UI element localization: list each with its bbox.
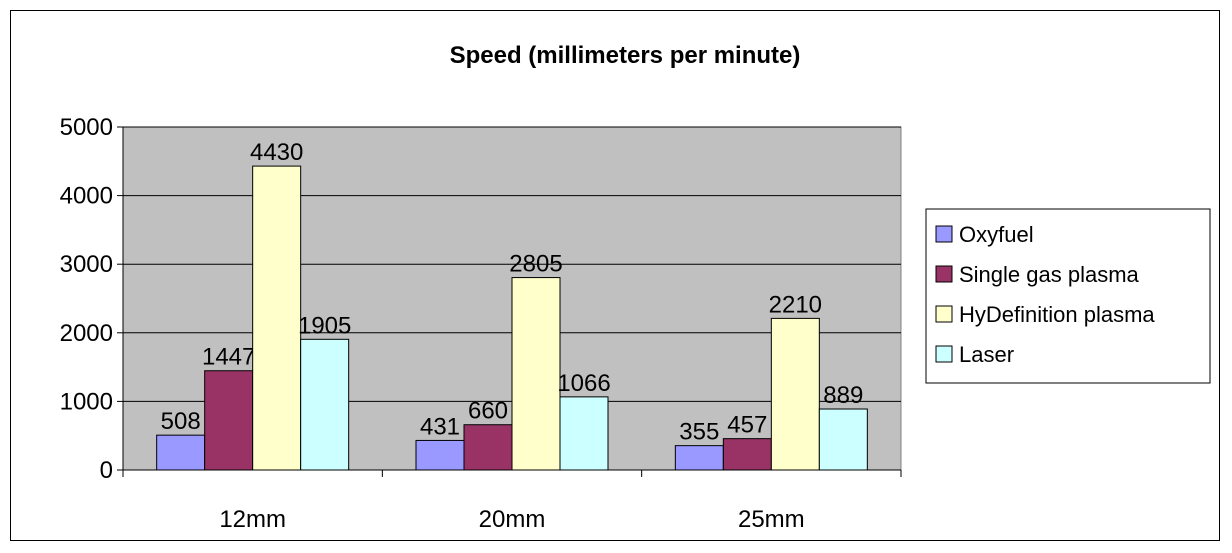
bar	[156, 434, 206, 471]
data-label: 2210	[769, 291, 822, 318]
legend: Oxyfuel Single gas plasma HyDefinition pla…	[925, 208, 1211, 384]
y-tick-label: 0	[100, 457, 113, 484]
bar	[674, 445, 724, 471]
bar	[559, 396, 609, 471]
legend-swatch	[935, 305, 953, 323]
legend-swatch	[935, 345, 953, 363]
bar	[252, 165, 302, 471]
bar	[300, 338, 350, 471]
bar	[415, 439, 465, 471]
y-tick-label: 2000	[60, 320, 113, 347]
y-tick-label: 5000	[60, 114, 113, 141]
legend-entry: Laser	[959, 342, 1014, 367]
legend-entry: Oxyfuel	[959, 222, 1034, 247]
legend-swatch	[935, 225, 953, 243]
x-tick-label: 12mm	[219, 506, 286, 533]
data-label: 889	[823, 382, 863, 409]
y-tick-label: 1000	[60, 388, 113, 415]
data-label: 431	[420, 413, 460, 440]
x-tick-label: 20mm	[479, 506, 546, 533]
legend-swatch	[935, 265, 953, 283]
data-label: 660	[468, 398, 508, 425]
x-tick-label: 25mm	[738, 506, 805, 533]
data-label: 4430	[250, 139, 303, 166]
legend-box	[925, 208, 1211, 384]
plot-area: 0 1000 2000 3000 4000 5000 508 1447 4430 1905 12mm…	[60, 114, 902, 533]
chart-frame: Speed (millimeters per minute) 0 1000 2000…	[10, 10, 1220, 541]
data-label: 1905	[298, 312, 351, 339]
bar	[463, 424, 513, 471]
data-label: 2805	[509, 251, 562, 278]
bar-chart: Speed (millimeters per minute) 0 1000 2000…	[60, 42, 1211, 533]
legend-entry: HyDefinition plasma	[959, 302, 1155, 327]
y-tick-label: 3000	[60, 251, 113, 278]
data-label: 508	[161, 408, 201, 435]
bar	[722, 438, 772, 471]
bar	[770, 317, 820, 471]
data-label: 355	[679, 419, 719, 446]
chart-title: Speed (millimeters per minute)	[450, 42, 801, 69]
bar	[204, 370, 254, 471]
y-tick-label: 4000	[60, 183, 113, 210]
data-label: 1447	[202, 344, 255, 371]
data-label: 457	[727, 412, 767, 439]
legend-entry: Single gas plasma	[959, 262, 1140, 287]
data-label: 1066	[557, 370, 610, 397]
bar	[511, 277, 561, 471]
bar	[818, 408, 868, 471]
